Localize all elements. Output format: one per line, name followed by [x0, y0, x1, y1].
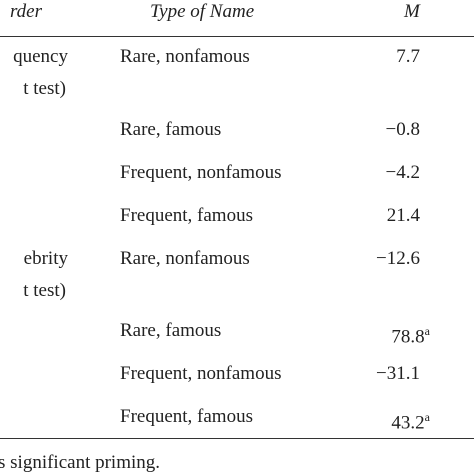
header-cell: Type of Name [150, 1, 255, 22]
m-cell: 78.8a [391, 324, 430, 348]
group-label: ebrity [23, 248, 68, 269]
header-rule [0, 36, 474, 37]
group-label: quency [13, 46, 68, 67]
m-cell: −4.2 [385, 162, 420, 183]
type-cell: Rare, nonfamous [120, 248, 250, 269]
footnote-mark: a [424, 410, 430, 424]
footnote-mark: a [424, 324, 430, 338]
type-cell: Frequent, nonfamous [120, 162, 282, 183]
m-cell: −31.1 [376, 363, 420, 384]
header-cell: M [404, 1, 420, 22]
bottom-rule [0, 438, 474, 439]
group-label: t test) [23, 78, 66, 99]
footnote: s significant priming. [0, 452, 161, 473]
group-label: t test) [23, 280, 66, 301]
type-cell: Frequent, famous [120, 205, 253, 226]
m-cell: −0.8 [385, 119, 420, 140]
header-cell: rder [9, 1, 42, 22]
m-cell: −12.6 [376, 248, 420, 269]
type-cell: Frequent, nonfamous [120, 363, 282, 384]
m-cell: 7.7 [396, 46, 420, 67]
type-cell: Rare, nonfamous [120, 46, 250, 67]
type-cell: Frequent, famous [120, 406, 253, 427]
m-cell: 21.4 [386, 205, 420, 226]
type-cell: Rare, famous [120, 119, 222, 140]
m-cell: 43.2a [391, 410, 430, 434]
type-cell: Rare, famous [120, 320, 222, 341]
